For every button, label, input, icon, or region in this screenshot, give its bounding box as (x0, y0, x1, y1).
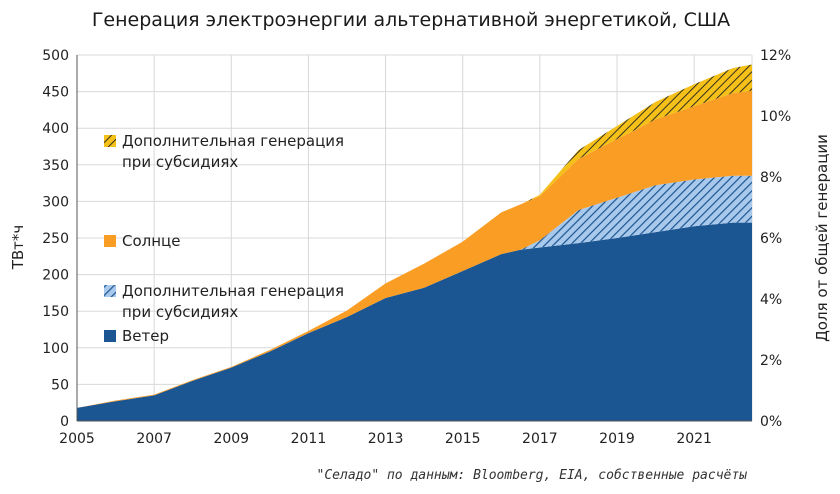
x-tick-label: 2017 (522, 431, 558, 447)
x-tick-label: 2015 (445, 431, 481, 447)
y-tick-label: 350 (42, 158, 69, 174)
source-note: "Селадо" по данным: Bloomberg, EIA, собс… (317, 468, 748, 483)
y-tick-label: 100 (42, 341, 69, 357)
y2-tick-label: 2% (760, 353, 782, 369)
axes (76, 55, 752, 422)
y-tick-label: 50 (51, 377, 69, 393)
legend-label: Дополнительная генерация (122, 282, 344, 300)
legend: Дополнительная генерация при субсидиях Сол… (104, 132, 344, 345)
area-solar (77, 90, 752, 408)
y-tick-label: 150 (42, 304, 69, 320)
y2-tick-label: 8% (760, 170, 782, 186)
y-axis-right-ticks: 0% 2% 4% 6% 8% 10% 12% (760, 48, 791, 430)
x-tick-label: 2011 (291, 431, 327, 447)
y-tick-label: 450 (42, 85, 69, 101)
legend-label: Дополнительная генерация (122, 132, 344, 150)
x-tick-label: 2007 (136, 431, 172, 447)
y-tick-label: 200 (42, 268, 69, 284)
y-tick-label: 400 (42, 121, 69, 137)
x-tick-label: 2013 (368, 431, 404, 447)
y-axis-left-label: ТВт*ч (9, 225, 27, 271)
y-tick-label: 500 (42, 48, 69, 64)
y2-tick-label: 4% (760, 292, 782, 308)
legend-label: при субсидиях (122, 303, 238, 321)
x-tick-label: 2021 (676, 431, 712, 447)
y-tick-label: 250 (42, 231, 69, 247)
y-tick-label: 300 (42, 194, 69, 210)
legend-swatch-wind (104, 330, 116, 342)
legend-label: Солнце (122, 232, 180, 250)
y2-tick-label: 12% (760, 48, 791, 64)
area-solar-subsidy (77, 64, 752, 408)
y-axis-right-label: Доля от общей генерации (813, 134, 831, 342)
legend-swatch-wind-subsidy (104, 285, 116, 297)
y2-tick-label: 10% (760, 109, 791, 125)
y2-tick-label: 0% (760, 414, 782, 430)
x-tick-label: 2019 (599, 431, 635, 447)
x-tick-label: 2009 (213, 431, 249, 447)
x-tick-label: 2005 (59, 431, 95, 447)
x-axis-ticks: 2005 2007 2009 2011 2013 2015 2017 2019 2021 (59, 431, 712, 447)
chart-title: Генерация электроэнергии альтернативной … (92, 9, 730, 31)
legend-swatch-solar (104, 235, 116, 247)
y-tick-label: 0 (60, 414, 69, 430)
area-wind (77, 222, 752, 421)
legend-label: при субсидиях (122, 153, 238, 171)
area-wind-subsidy (77, 175, 752, 408)
y2-tick-label: 6% (760, 231, 782, 247)
legend-label: Ветер (122, 327, 169, 345)
series-areas (77, 64, 752, 421)
legend-swatch-solar-subsidy (104, 135, 116, 147)
y-axis-left-ticks: 0 50 100 150 200 250 300 350 400 450 500 (42, 48, 69, 430)
